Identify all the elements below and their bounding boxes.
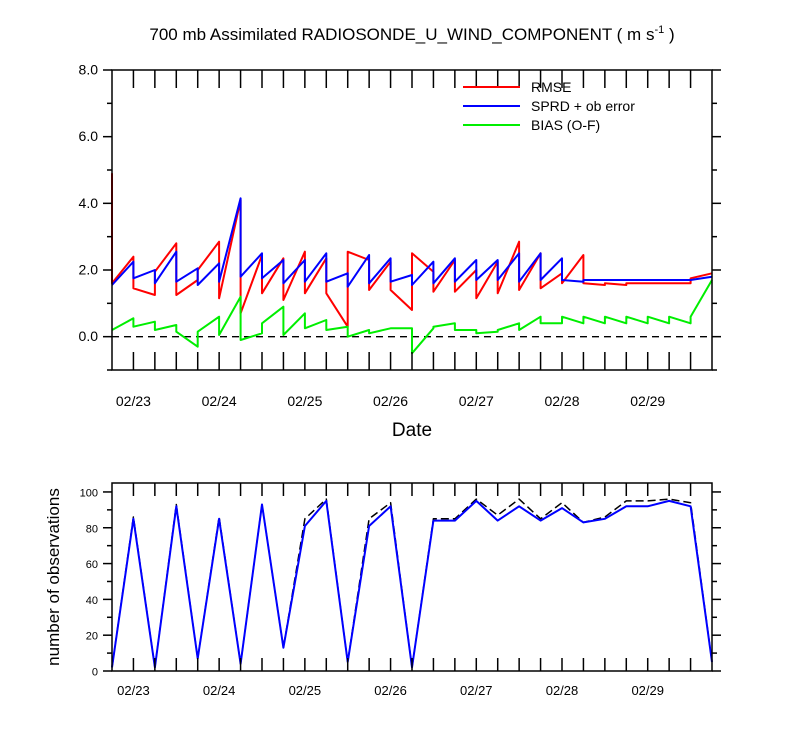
chart-title: 700 mb Assimilated RADIOSONDE_U_WIND_COM… [149,24,674,44]
observation-count-plot: 0 20 40 60 80 100 02/23 02/24 02/25 02/26 02/27 02/… [80,482,721,698]
y-tick-label: 6.0 [79,128,99,144]
y-tick-label: 80 [86,523,98,535]
y-tick-label: 60 [86,559,98,571]
chart-title-text: 700 mb Assimilated RADIOSONDE_U_WIND_COM… [149,25,654,44]
y-tick-label: 40 [86,595,98,607]
rmse-spread-bias-plot: 0.0 2.0 4.0 6.0 8.0 02/23 02/24 02/25 02/26 02/27… [79,62,721,409]
y-tick-label: 100 [80,487,98,499]
plot-frame [111,482,713,672]
legend-label-bias: BIAS (O-F) [531,117,600,133]
y-tick-label: 0.0 [79,328,99,344]
legend-label-rmse: RMSE [531,79,571,95]
x-tick-label: 02/27 [459,393,494,409]
x-tick-label: 02/24 [203,683,236,698]
x-tick-label: 02/28 [544,393,579,409]
legend-label-sprd: SPRD + ob error [531,98,635,114]
x-axis-title: Date [392,420,432,441]
series-line-sprd-ob-error [111,197,713,288]
x-tick-label: 02/26 [373,393,408,409]
series-line-obs-possible [111,498,713,669]
legend: RMSE SPRD + ob error BIAS (O-F) [463,79,635,133]
chart-title-exponent: -1 [654,24,664,36]
plot-frame [111,69,713,371]
y-tick-label: 4.0 [79,195,99,211]
x-tick-label: 02/24 [202,393,237,409]
legend-entry-rmse: RMSE [463,79,571,95]
x-tick-label: 02/27 [460,683,493,698]
y-tick-label: 20 [86,631,98,643]
x-tick-label: 02/29 [631,683,664,698]
y-tick-label: 2.0 [79,262,99,278]
legend-entry-bias: BIAS (O-F) [463,117,600,133]
x-tick-label: 02/29 [630,393,665,409]
x-tick-label: 02/23 [116,393,151,409]
y-axis-title-observations: number of observations [44,488,63,666]
y-tick-label: 0 [92,667,98,679]
legend-entry-sprd: SPRD + ob error [463,98,635,114]
series-line-obs-assimilated [111,499,713,669]
x-tick-label: 02/25 [287,393,322,409]
x-tick-label: 02/26 [374,683,407,698]
x-tick-label: 02/28 [546,683,579,698]
chart-title-end: ) [664,25,674,44]
x-tick-label: 02/25 [289,683,322,698]
series-line-rmse [111,173,713,328]
y-tick-label: 8.0 [79,62,99,78]
x-tick-label: 02/23 [117,683,150,698]
